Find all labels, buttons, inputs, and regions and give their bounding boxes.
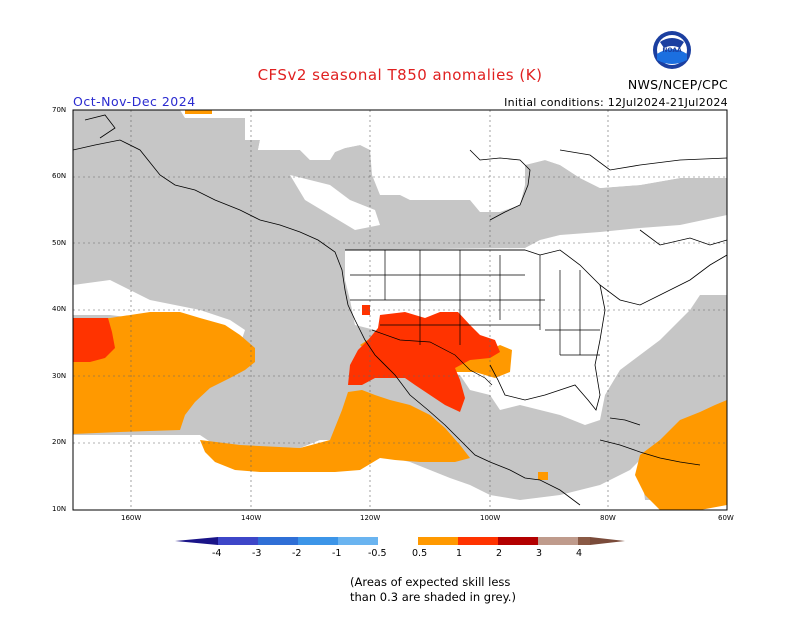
lon-label: 160W — [121, 514, 142, 522]
borders — [345, 249, 600, 386]
colorbar-label: -1 — [332, 548, 342, 559]
lat-label: 70N — [52, 106, 67, 114]
lat-label: 40N — [52, 305, 67, 313]
lat-label: 30N — [52, 372, 67, 380]
lat-label: 10N — [52, 505, 67, 513]
anomaly-red — [73, 305, 500, 412]
lon-label: 60W — [718, 514, 734, 522]
lon-label: 120W — [360, 514, 381, 522]
colorbar — [175, 537, 625, 545]
skill-note-line2: than 0.3 are shaded in grey.) — [350, 590, 516, 604]
colorbar-label: 0.5 — [412, 548, 428, 559]
initial-conditions: Initial conditions: 12Jul2024-21Jul2024 — [504, 96, 728, 109]
colorbar-label: 3 — [536, 548, 543, 559]
lat-label: 60N — [52, 172, 67, 180]
logo-text: NOAA — [662, 47, 682, 54]
lat-label: 50N — [52, 239, 67, 247]
page-title: CFSv2 seasonal T850 anomalies (K) — [257, 66, 543, 84]
lon-label: 100W — [480, 514, 501, 522]
graticule — [73, 110, 727, 510]
noaa-logo-icon: NOAA — [653, 31, 691, 69]
colorbar-label: 4 — [576, 548, 583, 559]
lon-label: 140W — [241, 514, 262, 522]
coastlines — [73, 114, 727, 506]
skill-note-line1: (Areas of expected skill less — [350, 575, 511, 589]
lat-label: 20N — [52, 438, 67, 446]
colorbar-label: -3 — [252, 548, 262, 559]
colorbar-label: 2 — [496, 548, 503, 559]
colorbar-label: -4 — [212, 548, 222, 559]
forecast-period: Oct-Nov-Dec 2024 — [73, 94, 196, 109]
lon-label: 80W — [600, 514, 616, 522]
map-frame — [72, 109, 728, 511]
agency-label: NWS/NCEP/CPC — [627, 77, 728, 92]
colorbar-label: -0.5 — [368, 548, 387, 559]
colorbar-label: 1 — [456, 548, 463, 559]
colorbar-label: -2 — [292, 548, 302, 559]
